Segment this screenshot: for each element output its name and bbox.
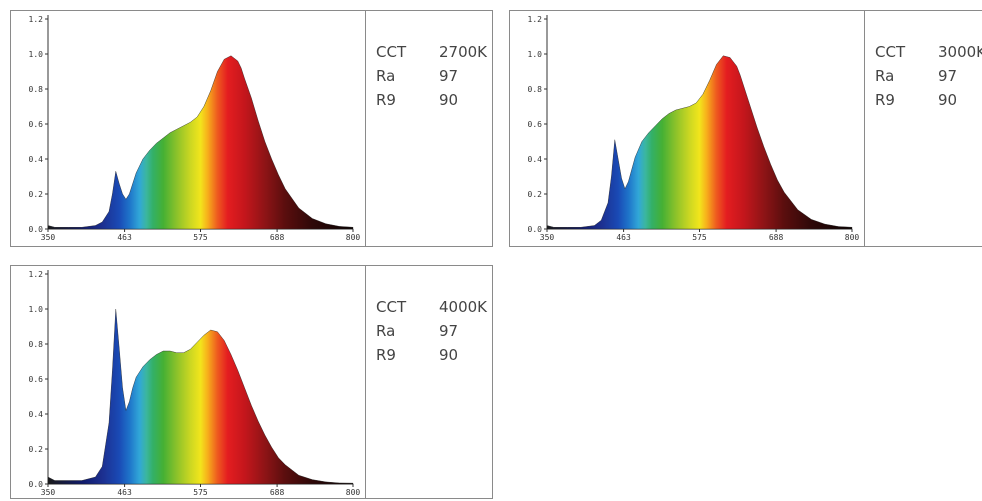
spec-label: R9: [376, 91, 396, 109]
spec-label: Ra: [376, 322, 396, 340]
x-tick-label: 575: [692, 233, 707, 242]
spec-value: 97: [938, 67, 958, 85]
spec-value: 97: [439, 67, 459, 85]
panel-divider: [864, 11, 865, 246]
spectrum-area: [546, 55, 853, 230]
y-tick-label: 1.0: [29, 305, 44, 314]
x-tick-label: 688: [769, 233, 784, 242]
spec-value: 90: [938, 91, 958, 109]
x-tick-label: 463: [117, 488, 132, 497]
spec-value: 2700K: [439, 43, 488, 61]
spectrum-area: [47, 308, 354, 485]
spec-label: CCT: [875, 43, 906, 61]
y-tick-label: 0.6: [29, 120, 44, 129]
spec-label: R9: [376, 346, 396, 364]
x-tick-label: 575: [193, 488, 208, 497]
spec-label: CCT: [376, 43, 407, 61]
y-tick-label: 1.0: [528, 50, 543, 59]
x-tick-label: 350: [540, 233, 555, 242]
spec-label: Ra: [376, 67, 396, 85]
x-tick-label: 575: [193, 233, 208, 242]
y-tick-label: 1.2: [528, 15, 543, 24]
spectrum-chart: 0.0 0.2 0.4 0.6 0.8 1.0 1.2 350 463 575 688 800: [29, 15, 361, 242]
x-tick-label: 463: [117, 233, 132, 242]
spec-table: CCT 2700K Ra 97 R9 90: [376, 43, 496, 123]
spec-label: Ra: [875, 67, 895, 85]
x-tick-label: 800: [346, 488, 361, 497]
spec-value: 90: [439, 91, 459, 109]
spectrum-area: [47, 55, 354, 230]
x-tick-label: 800: [845, 233, 860, 242]
y-tick-label: 0.8: [29, 340, 44, 349]
x-tick-label: 350: [41, 233, 56, 242]
y-tick-label: 0.8: [528, 85, 543, 94]
spectrum-panel-2700k: 0.0 0.2 0.4 0.6 0.8 1.0 1.2 350 463 575 688 800 CCT…: [10, 10, 493, 247]
y-tick-label: 1.0: [29, 50, 44, 59]
y-tick-label: 0.0: [528, 225, 543, 234]
y-tick-label: 0.4: [29, 410, 44, 419]
y-tick-label: 1.2: [29, 270, 44, 279]
spectrum-chart: 0.0 0.2 0.4 0.6 0.8 1.0 1.2 350 463 575 688 800: [528, 15, 860, 242]
spec-label: R9: [875, 91, 895, 109]
spec-table: CCT 4000K Ra 97 R9 90: [376, 298, 496, 378]
y-tick-label: 0.2: [29, 190, 44, 199]
y-tick-label: 0.4: [29, 155, 44, 164]
y-tick-label: 0.2: [29, 445, 44, 454]
x-tick-label: 350: [41, 488, 56, 497]
y-tick-label: 0.2: [528, 190, 543, 199]
x-tick-label: 688: [270, 233, 285, 242]
spectrum-panel-4000k: 0.0 0.2 0.4 0.6 0.8 1.0 1.2 350 463 575 688 800 CCT…: [10, 265, 493, 499]
y-tick-label: 0.0: [29, 225, 44, 234]
x-tick-label: 463: [616, 233, 631, 242]
y-tick-label: 0.0: [29, 480, 44, 489]
panel-divider: [365, 11, 366, 246]
spectrum-chart: 0.0 0.2 0.4 0.6 0.8 1.0 1.2 350 463 575 688 800: [29, 270, 361, 497]
spec-value: 4000K: [439, 298, 488, 316]
y-tick-label: 0.6: [29, 375, 44, 384]
y-tick-label: 0.4: [528, 155, 543, 164]
spec-value: 3000K: [938, 43, 982, 61]
panel-divider: [365, 266, 366, 498]
x-tick-label: 688: [270, 488, 285, 497]
spectrum-panel-3000k: 0.0 0.2 0.4 0.6 0.8 1.0 1.2 350 463 575 688 800 CCT…: [509, 10, 982, 247]
y-tick-label: 1.2: [29, 15, 44, 24]
spec-value: 97: [439, 322, 459, 340]
y-tick-label: 0.8: [29, 85, 44, 94]
spec-label: CCT: [376, 298, 407, 316]
x-tick-label: 800: [346, 233, 361, 242]
y-tick-label: 0.6: [528, 120, 543, 129]
spec-value: 90: [439, 346, 459, 364]
spec-table: CCT 3000K Ra 97 R9 90: [875, 43, 982, 123]
